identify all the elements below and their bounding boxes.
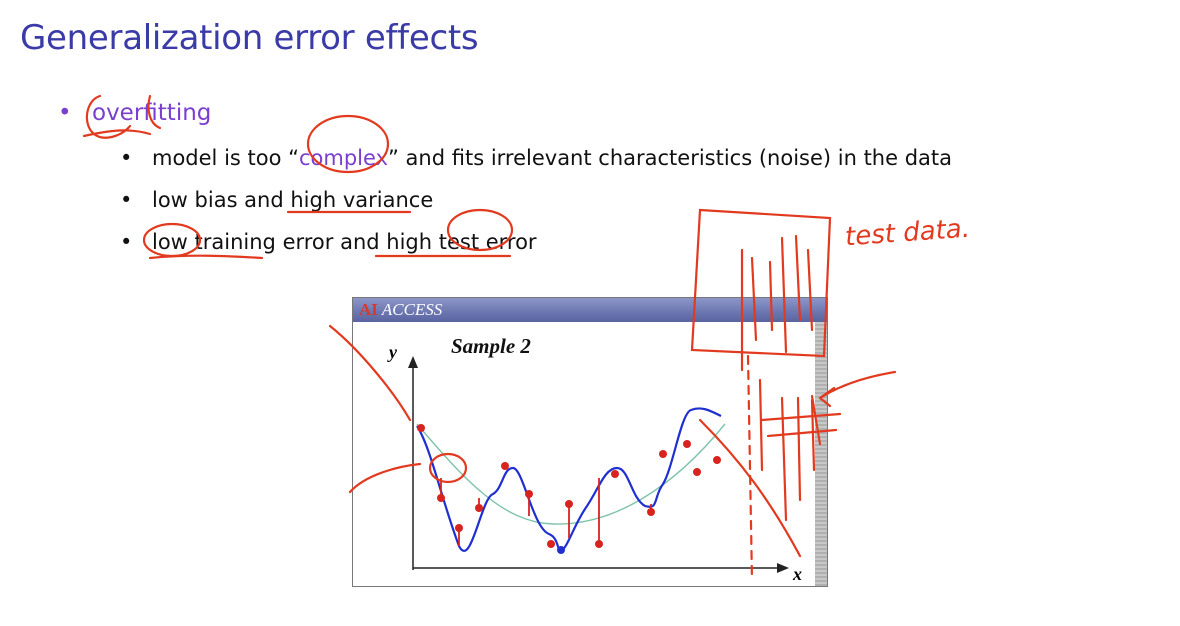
bullet-overfitting: • overfitting bbox=[58, 100, 211, 126]
complex-highlight: complex bbox=[299, 146, 388, 170]
bullet-dot: • bbox=[120, 146, 133, 170]
handwritten-note-test-data: test data. bbox=[844, 213, 971, 253]
x-axis-label: x bbox=[793, 564, 802, 584]
data-point bbox=[547, 540, 555, 548]
ink-underline-overfitting bbox=[82, 129, 152, 138]
selected-point bbox=[557, 546, 565, 554]
data-point bbox=[693, 468, 701, 476]
bullet-dot: • bbox=[58, 100, 72, 126]
sub-bullet-text-before: model is too “ bbox=[152, 146, 299, 170]
ai-access-logo: AI ACCESS bbox=[359, 300, 443, 319]
data-point bbox=[611, 470, 619, 478]
data-point bbox=[417, 424, 425, 432]
overfitting-figure: AI ACCESS Sample 2 y x bbox=[352, 297, 828, 587]
slide-title: Generalization error effects bbox=[20, 18, 479, 58]
bullet-overfitting-label: overfitting bbox=[92, 100, 212, 126]
y-axis-arrow bbox=[408, 356, 418, 368]
x-axis-arrow bbox=[777, 563, 789, 573]
data-point bbox=[501, 462, 509, 470]
sample-plot bbox=[408, 356, 789, 573]
sub-bullet-complex: • model is too “complex” and fits irrelev… bbox=[120, 146, 952, 170]
data-point bbox=[659, 450, 667, 458]
ink-underline-low-training bbox=[148, 254, 264, 260]
figure-title: Sample 2 bbox=[451, 334, 531, 358]
sub-bullet-training-test: • low training error and high test error bbox=[120, 230, 537, 254]
sub-bullet-text-after: ” and fits irrelevant characteristics (n… bbox=[388, 146, 953, 170]
data-point bbox=[713, 456, 721, 464]
data-point bbox=[683, 440, 691, 448]
sub-bullet-text: low training error and high test error bbox=[152, 230, 537, 254]
residual-lines bbox=[440, 478, 652, 546]
ink-note-arrow bbox=[818, 370, 897, 408]
sub-bullet-text: low bias and high variance bbox=[152, 188, 434, 212]
sub-bullet-bias-variance: • low bias and high variance bbox=[120, 188, 433, 212]
bullet-dot: • bbox=[120, 188, 133, 212]
bullet-dot: • bbox=[120, 230, 133, 254]
